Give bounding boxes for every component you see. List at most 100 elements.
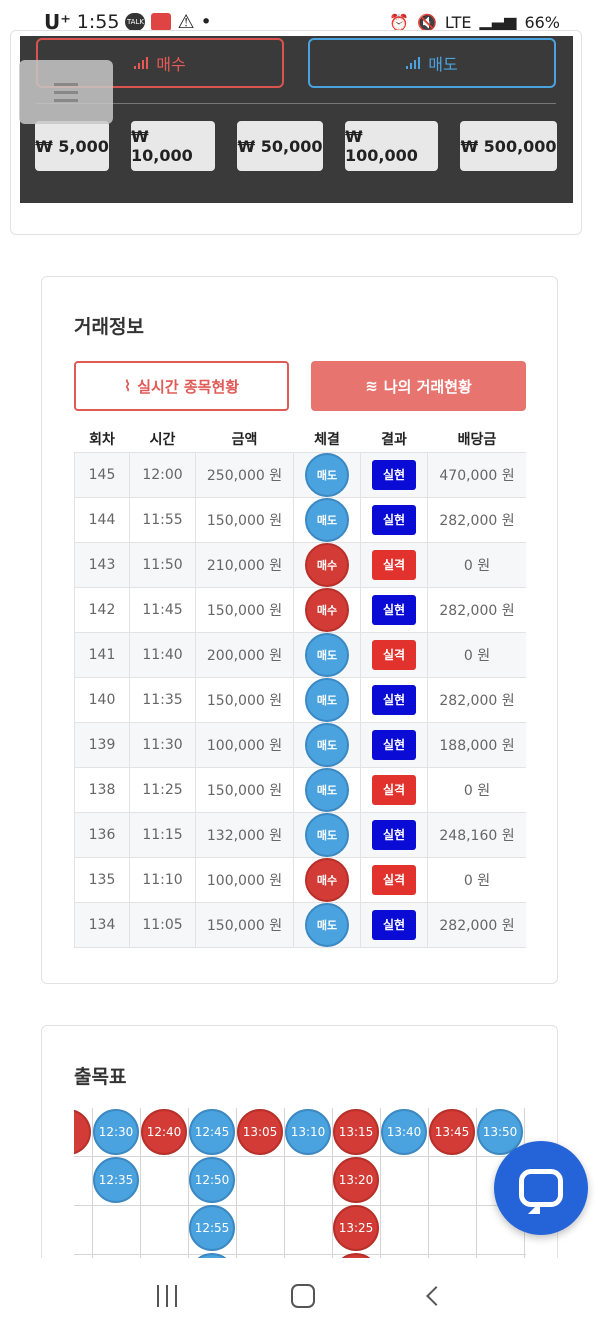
- grid-row-line: [74, 1156, 526, 1157]
- chat-button[interactable]: [494, 1141, 588, 1235]
- result-bubble: 13:05: [237, 1109, 283, 1155]
- cell-execution: 매도: [293, 451, 361, 498]
- cell-round: 145: [74, 451, 130, 498]
- cell-payout: 282,000 원: [427, 676, 526, 723]
- status-right: ⏰ 🔇 LTE ▂▄▆ 66%: [389, 13, 560, 32]
- execution-badge: 매수: [305, 542, 349, 587]
- cell-payout: 248,160 원: [427, 811, 526, 858]
- cell-payout: 0 원: [427, 766, 526, 813]
- cell-execution: 매수: [293, 586, 361, 633]
- back-button[interactable]: [426, 1285, 446, 1306]
- cell-payout: 282,000 원: [427, 586, 526, 633]
- cell-result: 실격: [360, 631, 428, 678]
- cell-time: 11:05: [129, 901, 196, 948]
- tab-live-label: 실시간 종목현황: [137, 377, 240, 396]
- tab-my-trades[interactable]: ≋ 나의 거래현황: [311, 361, 526, 411]
- cell-result: 실현: [360, 586, 428, 633]
- cell-round: 138: [74, 766, 130, 813]
- result-badge: 실격: [372, 549, 416, 580]
- cell-payout: 188,000 원: [427, 721, 526, 768]
- amount-button-50000[interactable]: ₩ 50,000: [237, 121, 323, 171]
- execution-badge: 매도: [305, 632, 349, 677]
- cell-round: 140: [74, 676, 130, 723]
- menu-button[interactable]: [19, 60, 113, 124]
- execution-badge: 매도: [305, 677, 349, 722]
- cell-amount: 200,000 원: [195, 631, 294, 678]
- home-button[interactable]: [291, 1283, 315, 1308]
- grid-column-line: [476, 1108, 524, 1258]
- cell-result: 실현: [360, 676, 428, 723]
- result-badge: 실현: [372, 909, 416, 940]
- tab-live-status[interactable]: ⌇ 실시간 종목현황: [74, 361, 289, 411]
- execution-badge: 매수: [305, 587, 349, 632]
- signal-bars-icon: [134, 57, 149, 69]
- result-bubble: 13:10: [285, 1109, 331, 1155]
- result-bubble: 13:40: [381, 1109, 427, 1155]
- result-chart-title: 출목표: [74, 1066, 127, 1088]
- cell-time: 11:40: [129, 631, 196, 678]
- cell-result: 실현: [360, 811, 428, 858]
- header-round: 회차: [89, 431, 115, 448]
- sell-button[interactable]: 매도: [308, 38, 556, 88]
- network-label: LTE: [444, 12, 472, 32]
- cell-round: 134: [74, 901, 130, 948]
- header-time: 시간: [149, 431, 176, 448]
- amount-button-5000[interactable]: ₩ 5,000: [35, 121, 109, 171]
- cell-amount: 100,000 원: [195, 721, 294, 768]
- cell-time: 11:15: [129, 811, 196, 858]
- cell-round: 135: [74, 856, 130, 903]
- result-badge: 실격: [372, 774, 416, 805]
- cell-payout: 282,000 원: [427, 901, 526, 948]
- grid-column-line: [428, 1108, 476, 1258]
- cell-execution: 매도: [293, 901, 361, 948]
- cell-time: 11:30: [129, 721, 196, 768]
- execution-badge: 매도: [305, 812, 349, 857]
- result-bubble: 12:55: [189, 1205, 235, 1251]
- result-bubble: 13:15: [333, 1109, 379, 1155]
- execution-badge: 매도: [305, 767, 349, 812]
- result-bubble: 12:45: [189, 1109, 235, 1155]
- cell-amount: 150,000 원: [195, 586, 294, 633]
- result-bubble: 12:40: [141, 1109, 187, 1155]
- result-badge: 실현: [372, 459, 416, 490]
- result-badge: 실격: [372, 639, 416, 670]
- result-chart-grid: 512:3012:3512:4012:4512:5012:5513:0513:1…: [74, 1108, 526, 1258]
- cell-amount: 250,000 원: [195, 451, 294, 498]
- table-row: 135 11:10 100,000 원 매수 실격 0 원: [74, 856, 526, 903]
- cell-amount: 150,000 원: [195, 676, 294, 723]
- amount-button-10000[interactable]: ₩ 10,000: [131, 121, 215, 171]
- amount-button-100000[interactable]: ₩ 100,000: [345, 121, 438, 171]
- trade-table-scroll[interactable]: 회차 시간 금액 체결 결과 배당금 145 12:00 250,000 원 매도 실현…: [74, 426, 526, 952]
- cell-result: 실현: [360, 496, 428, 543]
- cell-execution: 매도: [293, 631, 361, 678]
- cell-execution: 매도: [293, 811, 361, 858]
- trade-table-body: 145 12:00 250,000 원 매도 실현 470,000 원 144 11:55 15…: [74, 451, 526, 948]
- battery-label: 66%: [524, 12, 560, 32]
- result-badge: 실현: [372, 819, 416, 850]
- cell-execution: 매도: [293, 766, 361, 813]
- amount-button-500000[interactable]: ₩ 500,000: [460, 121, 557, 171]
- result-bubble: 12:35: [93, 1157, 139, 1203]
- header-result: 결과: [381, 431, 407, 448]
- header-execution: 체결: [314, 431, 340, 448]
- result-bubble: 12:30: [93, 1109, 139, 1155]
- header-payout: 배당금: [457, 431, 497, 448]
- cell-payout: 282,000 원: [427, 496, 526, 543]
- cell-time: 12:00: [129, 451, 196, 498]
- result-bubble: 13:25: [333, 1205, 379, 1251]
- cell-payout: 0 원: [427, 856, 526, 903]
- recent-apps-button[interactable]: [157, 1284, 177, 1307]
- result-badge: 실현: [372, 594, 416, 625]
- signal-icon: ▂▄▆: [479, 12, 517, 32]
- cell-payout: 470,000 원: [427, 451, 526, 498]
- status-left: U⁺ 1:55 TALK ⚠ •: [44, 10, 212, 34]
- navigation-bar: [0, 1258, 600, 1333]
- alarm-icon: ⏰: [389, 12, 409, 32]
- cell-time: 11:10: [129, 856, 196, 903]
- cell-amount: 210,000 원: [195, 541, 294, 588]
- pulse-icon: ⌇: [123, 377, 132, 395]
- cell-execution: 매도: [293, 721, 361, 768]
- chat-bubble-icon: [519, 1169, 563, 1214]
- cell-result: 실격: [360, 856, 428, 903]
- trade-table: 회차 시간 금액 체결 결과 배당금 145 12:00 250,000 원 매도 실현…: [74, 426, 526, 948]
